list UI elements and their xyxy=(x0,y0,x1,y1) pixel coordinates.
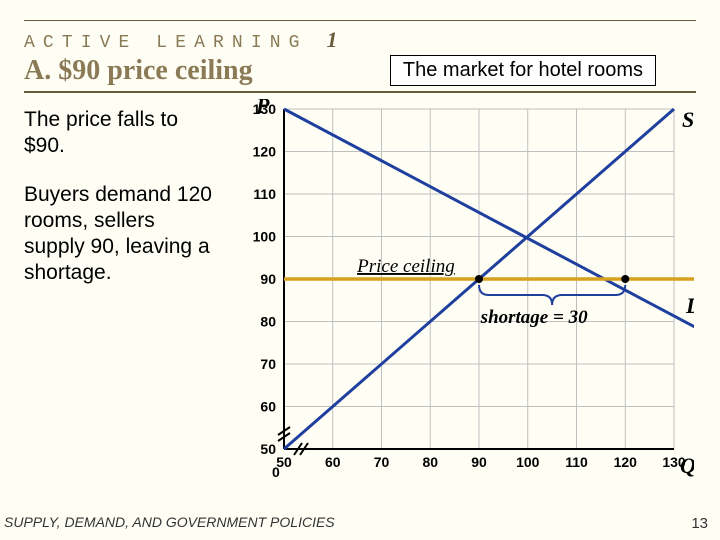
left-column: The price falls to $90. Buyers demand 12… xyxy=(24,99,214,499)
svg-text:Price ceiling: Price ceiling xyxy=(356,256,455,277)
kicker: ACTIVE LEARNING 1 xyxy=(24,27,696,53)
svg-text:70: 70 xyxy=(374,454,390,470)
svg-text:110: 110 xyxy=(253,186,276,202)
footer-text: SUPPLY, DEMAND, AND GOVERNMENT POLICIES xyxy=(4,514,335,530)
body: The price falls to $90. Buyers demand 12… xyxy=(24,99,696,499)
svg-text:110: 110 xyxy=(565,454,588,470)
svg-text:70: 70 xyxy=(260,356,276,372)
svg-text:100: 100 xyxy=(516,454,540,470)
paragraph-1: The price falls to $90. xyxy=(24,107,214,160)
svg-text:60: 60 xyxy=(260,399,276,415)
svg-text:S: S xyxy=(682,107,694,132)
paragraph-2: Buyers demand 120 rooms, sellers supply … xyxy=(24,182,214,287)
svg-text:Q: Q xyxy=(680,453,694,478)
svg-text:D: D xyxy=(685,293,694,318)
chart-title: The market for hotel rooms xyxy=(390,55,656,86)
svg-text:P: P xyxy=(255,99,270,118)
svg-text:80: 80 xyxy=(422,454,438,470)
supply-demand-chart: 5060708090100110120130506070809010011012… xyxy=(224,99,694,499)
svg-text:120: 120 xyxy=(614,454,638,470)
svg-text:60: 60 xyxy=(325,454,341,470)
svg-text:80: 80 xyxy=(260,314,276,330)
kicker-number: 1 xyxy=(326,27,337,52)
svg-text:50: 50 xyxy=(260,441,276,457)
svg-text:0: 0 xyxy=(272,464,280,480)
svg-text:100: 100 xyxy=(253,229,277,245)
kicker-text: ACTIVE LEARNING xyxy=(24,33,308,53)
svg-text:120: 120 xyxy=(253,144,277,160)
page-number: 13 xyxy=(691,515,708,532)
svg-text:shortage = 30: shortage = 30 xyxy=(480,307,588,328)
chart-area: The market for hotel rooms 5060708090100… xyxy=(224,99,696,499)
svg-text:90: 90 xyxy=(260,271,276,287)
slide: ACTIVE LEARNING 1 A. $90 price ceiling T… xyxy=(0,0,720,540)
svg-text:90: 90 xyxy=(471,454,487,470)
